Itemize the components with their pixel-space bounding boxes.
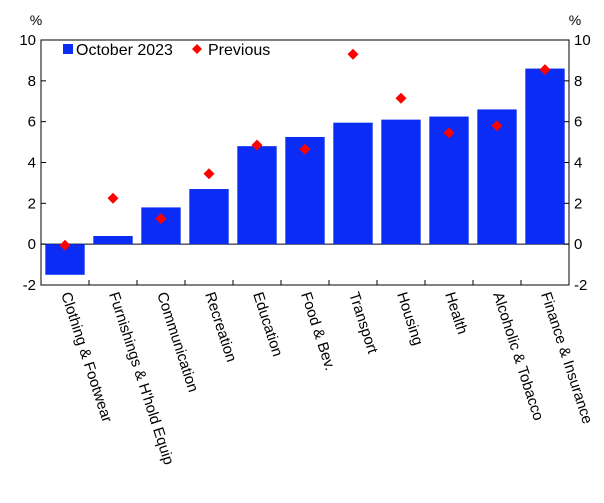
- y-tick-label: 4: [574, 155, 582, 172]
- legend-swatch-october-2023: [63, 44, 73, 54]
- marker-diamond: [251, 139, 263, 151]
- y-axis-right-unit: %: [569, 12, 581, 28]
- y-tick-label: 0: [574, 236, 582, 253]
- legend-label-previous: Previous: [208, 42, 270, 59]
- y-tick-label: 10: [19, 32, 36, 49]
- markers-previous: [59, 48, 551, 251]
- x-category-label: Education: [249, 290, 286, 359]
- x-category-label: Finance & Insurance: [537, 290, 596, 426]
- x-category-label: Food & Bev.: [297, 290, 338, 373]
- marker-diamond: [347, 48, 359, 60]
- bar: [141, 207, 181, 245]
- y-tick-label: 4: [28, 155, 36, 172]
- y-tick-label: 8: [28, 73, 36, 90]
- y-tick-label: 6: [574, 114, 582, 131]
- x-category-label: Housing: [393, 290, 426, 348]
- x-category-label: Health: [441, 290, 471, 336]
- bar: [285, 136, 325, 245]
- bar: [93, 236, 133, 245]
- marker-diamond: [395, 92, 407, 104]
- legend-swatch-previous: [192, 44, 202, 54]
- bar: [525, 68, 565, 245]
- marker-diamond: [539, 64, 551, 76]
- y-tick-label: 10: [574, 32, 591, 49]
- y-tick-label: -2: [23, 277, 36, 294]
- bars-october-2023: [45, 68, 565, 275]
- marker-diamond: [203, 168, 215, 180]
- axis-ticks: [41, 39, 569, 286]
- bar: [381, 119, 421, 245]
- x-category-label: Alcoholic & Tobacco: [489, 290, 547, 423]
- y-tick-label: 2: [28, 195, 36, 212]
- y-tick-label: 8: [574, 73, 582, 90]
- y-tick-label: 6: [28, 114, 36, 131]
- y-tick-label: -2: [574, 277, 587, 294]
- marker-diamond: [155, 213, 167, 225]
- legend-label-october-2023: October 2023: [76, 42, 173, 59]
- bar: [333, 122, 373, 245]
- marker-diamond: [491, 120, 503, 132]
- y-axis-left-unit: %: [30, 12, 42, 28]
- y-tick-label: 2: [574, 195, 582, 212]
- x-category-label: Clothing & Footwear: [57, 290, 115, 425]
- marker-diamond: [443, 127, 455, 139]
- x-category-label: Transport: [345, 290, 381, 357]
- legend: October 2023 Previous: [63, 42, 270, 59]
- marker-diamond: [299, 143, 311, 155]
- x-category-label: Communication: [153, 290, 201, 394]
- marker-diamond: [59, 239, 71, 251]
- bar: [189, 189, 229, 245]
- y-tick-label: 0: [28, 236, 36, 253]
- bar: [477, 109, 517, 245]
- y-axis-right-labels: -2 0 2 4 6 8 10: [574, 32, 591, 294]
- marker-diamond: [107, 192, 119, 204]
- x-category-label: Recreation: [201, 290, 240, 364]
- y-axis-left-labels: -2 0 2 4 6 8 10: [19, 32, 36, 294]
- bar: [237, 146, 277, 245]
